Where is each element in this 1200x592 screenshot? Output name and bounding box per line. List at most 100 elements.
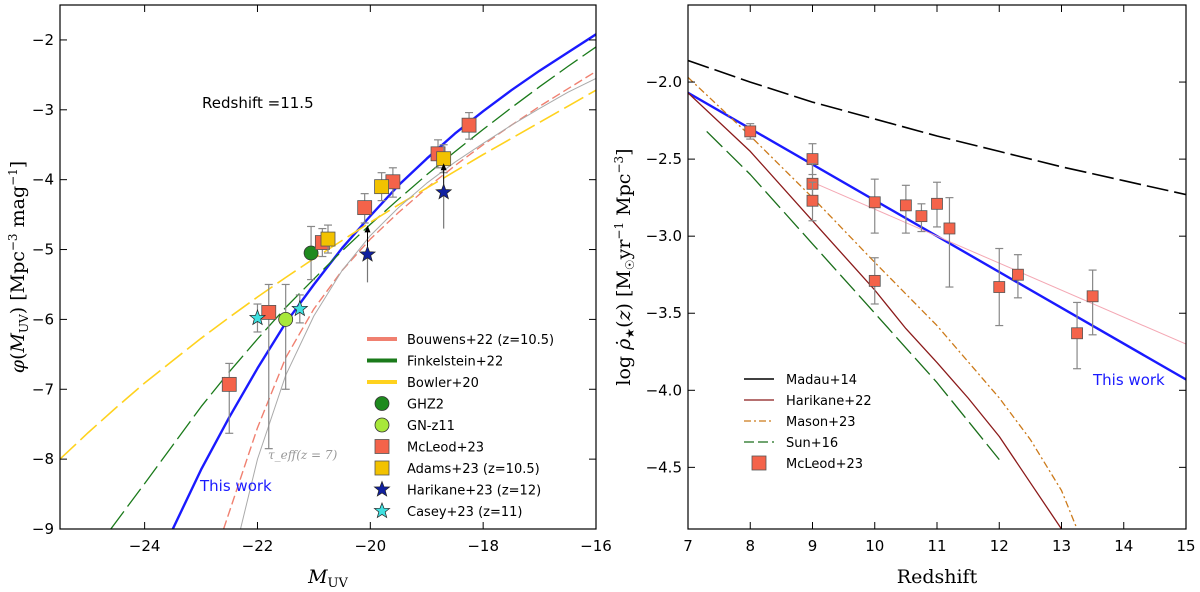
x-tick-label: 12	[990, 537, 1009, 555]
legend-label: Bowler+20	[407, 376, 479, 391]
series-line-eff-z-7	[240, 77, 596, 529]
teff-label: τ_eff(z = 7)	[268, 448, 338, 462]
x-tick-label: 15	[1176, 537, 1195, 555]
data-point-mcleod-23	[993, 247, 1006, 327]
legend-label: McLeod+23	[786, 457, 863, 472]
y-tick-label: −2.0	[646, 73, 682, 91]
data-point-casey-23-z-11	[291, 294, 309, 324]
legend-label: Adams+23 (z=10.5)	[407, 462, 540, 477]
marker-star	[435, 183, 453, 200]
x-tick-label: 10	[865, 537, 884, 555]
y-tick-label: −5	[32, 241, 54, 259]
series-line-sun-16	[706, 130, 1000, 461]
marker-square	[461, 117, 477, 133]
legend-entry-casey-23-z-11: Casey+23 (z=11)	[373, 502, 522, 520]
data-point-mcleod-23	[806, 181, 819, 222]
right-points	[744, 123, 1099, 370]
data-point-mcleod-23	[1071, 301, 1083, 370]
legend-swatch	[751, 455, 767, 471]
data-point-mcleod-23	[385, 167, 401, 198]
right-ylabel: log ρ̇★(z) [M☉yr−1 Mpc−3]	[612, 148, 637, 385]
y-tick-label: −2	[32, 31, 54, 49]
marker-square	[1012, 268, 1024, 281]
data-point-mcleod-23	[461, 111, 477, 140]
data-point-mcleod-23	[943, 197, 956, 288]
y-tick-label: −6	[32, 310, 54, 328]
legend-entry-madau-14: Madau+14	[744, 373, 857, 388]
x-tick-label: −24	[129, 537, 161, 555]
right-this-work-label: This work	[1092, 371, 1165, 389]
marker-square	[806, 153, 819, 166]
y-tick-label: −3.0	[646, 227, 682, 245]
left-points	[221, 111, 477, 450]
data-point-adams-23-z-10-5	[320, 224, 336, 254]
x-tick-label: −22	[242, 537, 274, 555]
y-tick-label: −3.5	[646, 304, 682, 322]
series-line-mason-23	[688, 76, 1078, 529]
series-line-bouwens-22-z-10-5	[222, 70, 596, 529]
legend-swatch	[374, 439, 390, 454]
x-tick-label: 7	[683, 537, 693, 555]
data-point-harikane-23-z-12	[435, 163, 453, 229]
left-this-work-label: This work	[199, 477, 272, 495]
legend-entry-ghz2: GHZ2	[374, 396, 444, 413]
marker-square	[374, 179, 390, 195]
marker-square	[320, 231, 336, 247]
x-tick-label: −18	[467, 537, 499, 555]
marker-square	[868, 274, 881, 287]
x-tick-label: −16	[580, 537, 612, 555]
legend-swatch	[374, 396, 390, 411]
x-tick-label: 13	[1052, 537, 1071, 555]
limit-arrow-head	[364, 225, 371, 233]
y-tick-label: −3	[32, 101, 54, 119]
y-tick-label: −4.5	[646, 458, 682, 476]
legend-swatch	[374, 417, 390, 433]
marker-star	[248, 308, 267, 326]
legend-label: Mason+23	[786, 415, 856, 430]
marker-square	[943, 222, 956, 235]
marker-square	[993, 281, 1006, 293]
data-point-mcleod-23	[868, 178, 881, 234]
marker-square	[1086, 290, 1099, 303]
series-line-madau-14	[688, 59, 1186, 196]
legend-label: Harikane+22	[786, 394, 872, 409]
data-point-mcleod-23	[868, 257, 881, 305]
legend-entry-finkelstein-22: Finkelstein+22	[367, 355, 503, 370]
x-tick-label: 11	[927, 537, 946, 555]
data-point-mcleod-23	[1086, 269, 1099, 336]
left-ylabel: φ(MUV) [Mpc−3 mag−1]	[6, 161, 31, 373]
legend-entry-harikane-23-z-12: Harikane+23 (z=12)	[373, 480, 541, 499]
legend-entry-mason-23: Mason+23	[744, 415, 856, 430]
legend-label: Madau+14	[786, 373, 857, 388]
redshift-label: Redshift =11.5	[202, 94, 314, 112]
y-tick-label: −2.5	[646, 150, 682, 168]
marker-square	[261, 305, 277, 320]
data-point-mcleod-23	[744, 123, 757, 140]
data-point-ghz2	[303, 225, 319, 281]
data-point-mcleod-23	[899, 184, 912, 234]
legend-label: GHZ2	[407, 398, 444, 413]
marker-square	[1071, 327, 1083, 340]
legend-label: McLeod+23	[407, 441, 484, 456]
marker-square	[357, 200, 373, 216]
left-xlabel: MUV	[307, 566, 348, 591]
legend-label: Bouwens+22 (z=10.5)	[407, 333, 554, 348]
legend-swatch	[373, 502, 391, 519]
series-line-finkelstein-22	[110, 46, 596, 529]
x-tick-label: 9	[808, 537, 818, 555]
marker-square	[868, 196, 881, 209]
data-point-casey-23-z-11	[248, 303, 267, 333]
right-plot-area	[688, 5, 1186, 529]
legend-label: Sun+16	[786, 436, 838, 451]
legend-label: GN-z11	[407, 419, 455, 434]
limit-arrow-head	[440, 163, 447, 171]
x-tick-label: −20	[354, 537, 386, 555]
legend-entry-mcleod-23: McLeod+23	[751, 455, 863, 472]
data-point-mcleod-23	[931, 181, 943, 228]
legend-label: Harikane+23 (z=12)	[407, 484, 541, 499]
marker-square	[744, 125, 757, 138]
y-tick-label: −7	[32, 380, 54, 398]
marker-square	[931, 197, 943, 210]
marker-star	[358, 245, 377, 262]
